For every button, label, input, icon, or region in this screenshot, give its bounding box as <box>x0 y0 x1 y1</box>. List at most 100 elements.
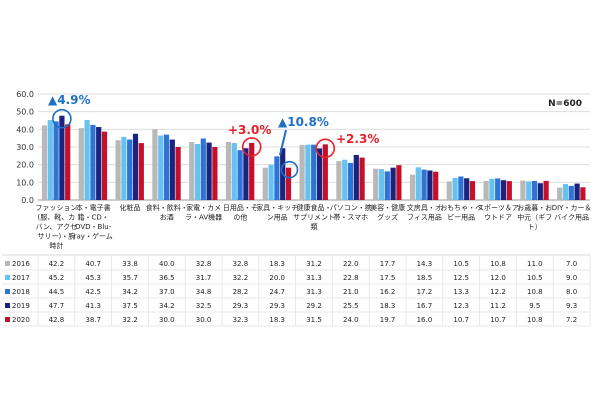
y-tick-label: 0.0 <box>21 196 34 205</box>
category-label: ト） <box>528 223 542 231</box>
table-cell: 20.0 <box>269 274 285 282</box>
category-label: 美容・健康 <box>370 203 405 212</box>
table-cell: 30.0 <box>159 316 175 324</box>
table-cell: 7.2 <box>566 316 577 324</box>
table-cell: 12.3 <box>453 302 469 310</box>
table-cell: 29.3 <box>269 302 285 310</box>
table-cell: 33.8 <box>122 260 138 268</box>
table-cell: 31.2 <box>306 260 322 268</box>
table-cell: 17.2 <box>417 288 433 296</box>
category-label: DVD・Blu- <box>75 223 112 231</box>
table-cell: 29.3 <box>233 302 249 310</box>
legend-year: 2017 <box>12 274 30 282</box>
bar-2018-6 <box>274 156 280 200</box>
annotation-label: +3.0% <box>228 123 271 137</box>
bar-2017-11 <box>452 177 458 200</box>
bar-2017-8 <box>342 159 348 200</box>
table-cell: 34.2 <box>159 302 175 310</box>
y-tick-label: 60.0 <box>16 90 34 99</box>
table-cell: 10.5 <box>453 260 469 268</box>
bar-2017-7 <box>305 144 311 200</box>
table-cell: 32.3 <box>233 316 249 324</box>
table-cell: 42.2 <box>49 260 65 268</box>
category-label: 籍・CD・ <box>78 213 109 222</box>
bar-2016-1 <box>78 128 84 200</box>
bar-2019-9 <box>390 167 396 200</box>
category-label: ウトドア <box>484 214 512 222</box>
bar-2016-6 <box>262 167 268 200</box>
table-cell: 32.2 <box>122 316 138 324</box>
legend-swatch-2019 <box>5 303 10 308</box>
bar-2019-3 <box>169 139 175 200</box>
y-tick-label: 10.0 <box>16 178 34 187</box>
annotation-circle <box>315 138 336 159</box>
bar-2020-14 <box>580 187 586 200</box>
bar-2019-2 <box>132 133 139 200</box>
bar-2016-9 <box>373 168 379 200</box>
legend-year: 2019 <box>12 302 30 310</box>
bar-2017-9 <box>378 169 385 200</box>
bar-2016-2 <box>115 140 121 200</box>
bar-2020-4 <box>212 147 218 200</box>
annotation-label: +2.3% <box>336 132 379 146</box>
category-label: ン用品 <box>267 214 288 222</box>
table-cell: 44.5 <box>49 288 65 296</box>
bar-2019-12 <box>500 180 507 200</box>
bar-2018-5 <box>237 150 243 200</box>
table-cell: 31.3 <box>306 288 322 296</box>
bar-2017-1 <box>84 119 90 200</box>
category-label: 家具・キッチ <box>256 203 298 212</box>
bar-2018-12 <box>495 178 501 200</box>
bar-2020-13 <box>543 180 549 200</box>
table-cell: 38.7 <box>85 316 101 324</box>
bar-2020-8 <box>359 157 365 200</box>
table-cell: 29.2 <box>306 302 322 310</box>
bar-2016-8 <box>336 161 342 200</box>
y-tick-label: 50.0 <box>16 108 34 117</box>
table-cell: 21.0 <box>343 288 359 296</box>
table-cell: 25.5 <box>343 302 359 310</box>
table-cell: 12.0 <box>490 274 506 282</box>
table-cell: 24.7 <box>269 288 285 296</box>
table-cell: 45.2 <box>49 274 65 282</box>
legend-year: 2016 <box>12 260 30 268</box>
bar-2017-0 <box>47 120 53 200</box>
table-cell: 9.3 <box>566 302 577 310</box>
y-tick-label: 30.0 <box>16 143 34 152</box>
bar-2017-10 <box>415 167 421 200</box>
table-cell: 16.0 <box>417 316 433 324</box>
table-cell: 16.2 <box>380 288 396 296</box>
bar-2016-13 <box>520 180 526 200</box>
y-tick-label: 40.0 <box>16 125 34 134</box>
table-cell: 18.3 <box>380 302 396 310</box>
table-cell: 22.8 <box>343 274 359 282</box>
bar-2019-10 <box>427 170 433 200</box>
category-label: バン、アクセ <box>36 223 78 231</box>
category-label: ray・ゲーム <box>74 232 113 241</box>
bar-2019-1 <box>96 127 102 200</box>
bar-2016-5 <box>225 142 232 200</box>
bar-2018-4 <box>200 138 206 200</box>
category-label: バイク用品 <box>554 214 589 222</box>
table-cell: 28.2 <box>233 288 249 296</box>
bar-2019-11 <box>464 178 470 200</box>
annotation-circle <box>241 137 262 157</box>
table-cell: 32.8 <box>233 260 249 268</box>
category-label: の他 <box>233 213 247 222</box>
table-cell: 17.7 <box>380 260 396 268</box>
category-label: ビー用品 <box>447 213 475 222</box>
bar-2020-5 <box>249 142 255 200</box>
bar-2018-7 <box>311 144 317 200</box>
category-label: スポーツ＆ア <box>477 204 519 212</box>
table-cell: 45.3 <box>85 274 101 282</box>
table-cell: 31.7 <box>196 274 212 282</box>
bar-2018-8 <box>347 162 354 200</box>
table-cell: 17.5 <box>380 274 396 282</box>
table-cell: 18.5 <box>417 274 433 282</box>
bar-2020-11 <box>469 181 476 200</box>
table-cell: 40.0 <box>159 260 175 268</box>
table-cell: 7.0 <box>566 260 577 268</box>
table-cell: 37.5 <box>122 302 138 310</box>
annotation-label: ▲10.8% <box>278 115 329 129</box>
